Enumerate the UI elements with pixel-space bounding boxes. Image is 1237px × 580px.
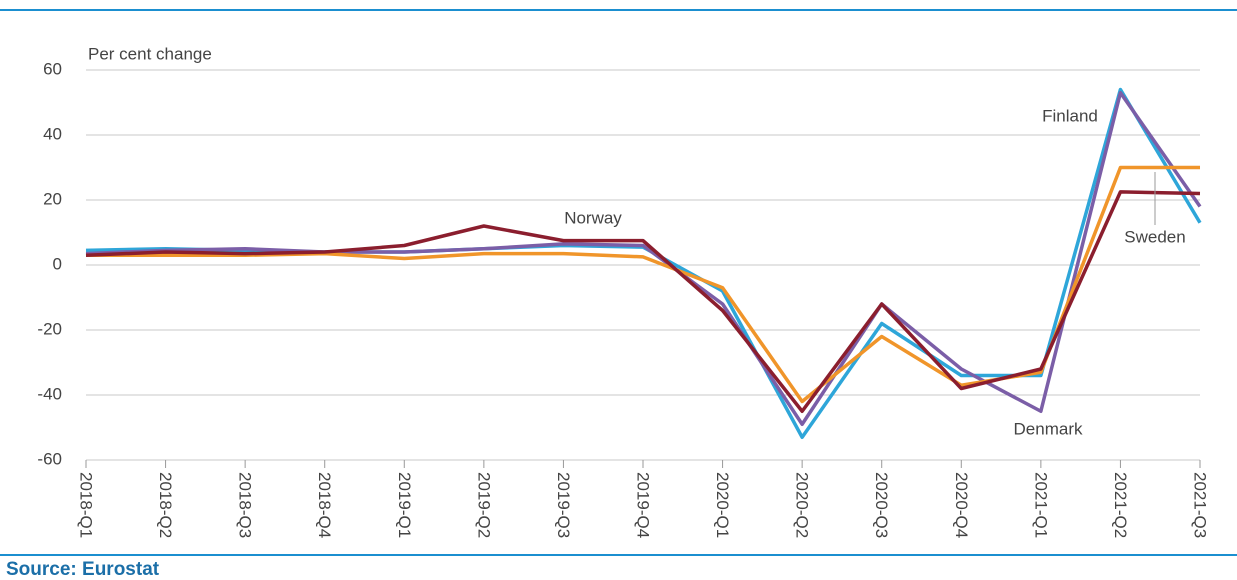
- x-tick-label: 2018-Q1: [77, 472, 96, 538]
- x-tick-label: 2018-Q2: [156, 472, 175, 538]
- x-tick-label: 2021-Q3: [1191, 472, 1210, 538]
- x-tick-label: 2018-Q4: [315, 472, 334, 538]
- x-tick-label: 2018-Q3: [236, 472, 255, 538]
- y-tick-label: -60: [37, 449, 62, 468]
- y-tick-label: 60: [43, 59, 62, 78]
- y-tick-label: -20: [37, 319, 62, 338]
- series-line: [85, 91, 1202, 426]
- x-tick-label: 2020-Q2: [793, 472, 812, 538]
- y-axis-label: Per cent change: [88, 44, 212, 63]
- x-tick-label: 2020-Q3: [872, 472, 891, 538]
- series-annotation: Denmark: [1014, 419, 1083, 438]
- y-tick-label: 20: [43, 189, 62, 208]
- series-line: [86, 165, 1200, 404]
- y-tick-label: 40: [43, 124, 62, 143]
- x-tick-label: 2020-Q4: [952, 472, 971, 538]
- x-tick-label: 2021-Q1: [1031, 472, 1050, 538]
- x-tick-label: 2019-Q1: [395, 472, 414, 538]
- series-annotation: Finland: [1042, 106, 1098, 125]
- x-tick-label: 2020-Q1: [713, 472, 732, 538]
- x-tick-label: 2019-Q3: [554, 472, 573, 538]
- series-line: [85, 87, 1202, 439]
- series-annotation: Norway: [564, 208, 622, 227]
- y-tick-label: -40: [37, 384, 62, 403]
- x-tick-label: 2021-Q2: [1111, 472, 1130, 538]
- x-tick-label: 2019-Q4: [634, 472, 653, 538]
- source: Source: Eurostat: [6, 559, 160, 580]
- series-annotation: Sweden: [1124, 227, 1185, 246]
- x-tick-label: 2019-Q2: [474, 472, 493, 538]
- series-line: [85, 190, 1201, 413]
- y-tick-label: 0: [53, 254, 62, 273]
